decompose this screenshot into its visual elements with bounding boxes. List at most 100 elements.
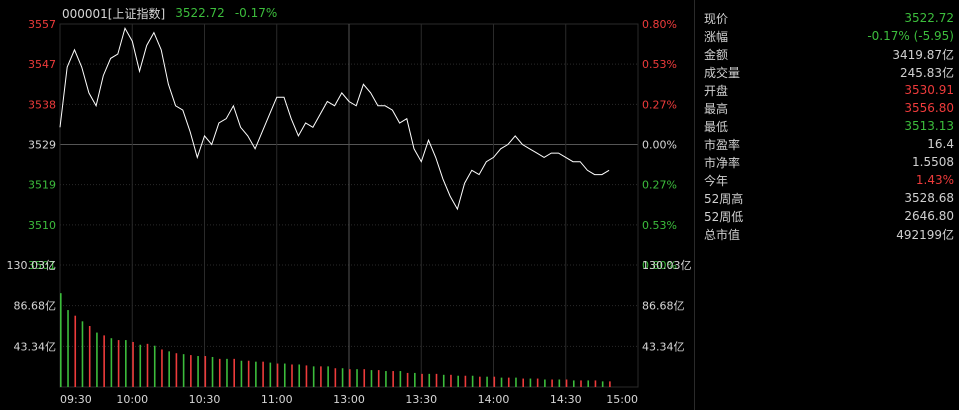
volume-bar [515, 377, 517, 387]
volume-bar [110, 338, 113, 387]
volume-bar [168, 351, 170, 387]
quote-value: 245.83亿 [900, 65, 954, 80]
volume-bar [247, 360, 250, 387]
volume-bar [522, 378, 524, 387]
volume-bar [421, 373, 423, 387]
volume-bar [67, 310, 69, 387]
volume-tick-label-right: 43.34亿 [642, 340, 685, 353]
chart-grid [59, 23, 639, 388]
volume-bar [269, 362, 272, 387]
volume-bar [450, 374, 452, 387]
price-tick-label: 3501 [28, 259, 56, 272]
volume-bar [370, 370, 373, 387]
volume-bar [464, 375, 467, 387]
volume-bar [233, 358, 235, 387]
volume-bar [341, 368, 344, 387]
quote-label: 52周高 [704, 191, 744, 206]
volume-bar [479, 376, 481, 387]
volume-bar [139, 344, 142, 387]
volume-bar [161, 349, 163, 387]
volume-bar [457, 375, 459, 387]
time-tick-label: 11:00 [261, 393, 293, 406]
quote-row: 总市值 492199亿 [704, 225, 954, 243]
volume-bar [609, 381, 611, 387]
quote-value: 3528.68 [904, 191, 954, 205]
chart-axes: 3557 0.80% 3547 0.53% 3538 0.27% 3529 0.00% 3519… [7, 18, 692, 406]
quote-value: 16.4 [927, 137, 954, 151]
quote-label: 市盈率 [704, 137, 741, 152]
quote-value: 3556.80 [904, 101, 954, 115]
volume-bar [442, 374, 445, 387]
time-tick-label: 10:00 [116, 393, 148, 406]
volume-bar [558, 379, 561, 387]
intraday-chart-panel[interactable]: 000001[上证指数] 3522.72 -0.17% 3557 0.80% 354… [0, 0, 695, 410]
volume-bar [435, 373, 438, 387]
time-tick-label: 14:30 [550, 393, 582, 406]
quote-row: 成交量 245.83亿 [704, 63, 954, 81]
pct-tick-label: 0.27% [642, 98, 677, 111]
volume-bar [175, 353, 178, 387]
quote-row: 52周高 3528.68 [704, 189, 954, 207]
volume-bar [565, 379, 568, 387]
quote-value: 1.5508 [912, 155, 954, 169]
price-tick-label: 3547 [28, 58, 56, 71]
volume-tick-label-right: 86.68亿 [642, 300, 685, 313]
quote-row: 现价 3522.72 [704, 9, 954, 27]
time-tick-label: 14:00 [478, 393, 510, 406]
pct-tick-label: 0.53% [642, 58, 677, 71]
volume-tick-label: 130.03亿 [7, 259, 57, 272]
volume-bar [132, 341, 134, 387]
price-line [59, 27, 610, 211]
quote-label: 开盘 [704, 83, 729, 98]
volume-bar [291, 364, 293, 387]
quote-value: 2646.80 [904, 209, 954, 223]
volume-bar [204, 356, 207, 387]
volume-bar [334, 368, 337, 387]
price-tick-label: 3538 [28, 98, 56, 111]
volume-bar [327, 366, 329, 387]
volume-bar [363, 369, 366, 387]
pct-tick-label: 0.27% [642, 179, 677, 192]
volume-tick-label: 43.34亿 [14, 340, 57, 353]
quote-label: 现价 [704, 11, 729, 26]
volume-bar [399, 371, 402, 387]
price-tick-label: 3529 [28, 139, 56, 152]
volume-bar [601, 381, 604, 387]
volume-bar [551, 379, 553, 387]
quote-label: 成交量 [704, 65, 741, 80]
quote-row: 最低 3513.13 [704, 117, 954, 135]
quote-row: 今年 1.43% [704, 171, 954, 189]
volume-bar [298, 364, 301, 387]
volume-bar [544, 379, 546, 387]
quote-label: 今年 [704, 173, 729, 188]
quote-value: 3419.87亿 [892, 47, 954, 62]
volume-bar [125, 340, 127, 387]
quote-row: 52周低 2646.80 [704, 207, 954, 225]
quote-row: 开盘 3530.91 [704, 81, 954, 99]
price-tick-label: 3557 [28, 18, 56, 31]
quote-row: 金额 3419.87亿 [704, 45, 954, 63]
price-tick-label: 3510 [28, 219, 56, 232]
pct-tick-label: 0.80% [642, 18, 677, 31]
intraday-chart[interactable]: 3557 0.80% 3547 0.53% 3538 0.27% 3529 0.00% 3519… [0, 0, 695, 410]
volume-bar [349, 369, 351, 387]
volume-bar [580, 380, 582, 387]
volume-bar [262, 361, 264, 387]
quote-row: 市净率 1.5508 [704, 153, 954, 171]
time-tick-label: 13:00 [333, 393, 365, 406]
time-tick-label: 10:30 [189, 393, 221, 406]
quote-row: 市盈率 16.4 [704, 135, 954, 153]
quote-label: 最低 [704, 119, 729, 134]
volume-bar [81, 321, 84, 387]
volume-bar [385, 371, 387, 387]
quote-row: 最高 3556.80 [704, 99, 954, 117]
volume-bar [255, 361, 257, 387]
volume-bar [493, 376, 496, 387]
quote-value: 3530.91 [904, 83, 954, 97]
header-change-pct: -0.17% [234, 6, 278, 20]
volume-bar [587, 380, 590, 387]
volume-bar [428, 373, 431, 387]
volume-bar [312, 366, 315, 387]
quote-label: 52周低 [704, 209, 744, 224]
quote-value: -0.17% (-5.95) [867, 29, 954, 43]
